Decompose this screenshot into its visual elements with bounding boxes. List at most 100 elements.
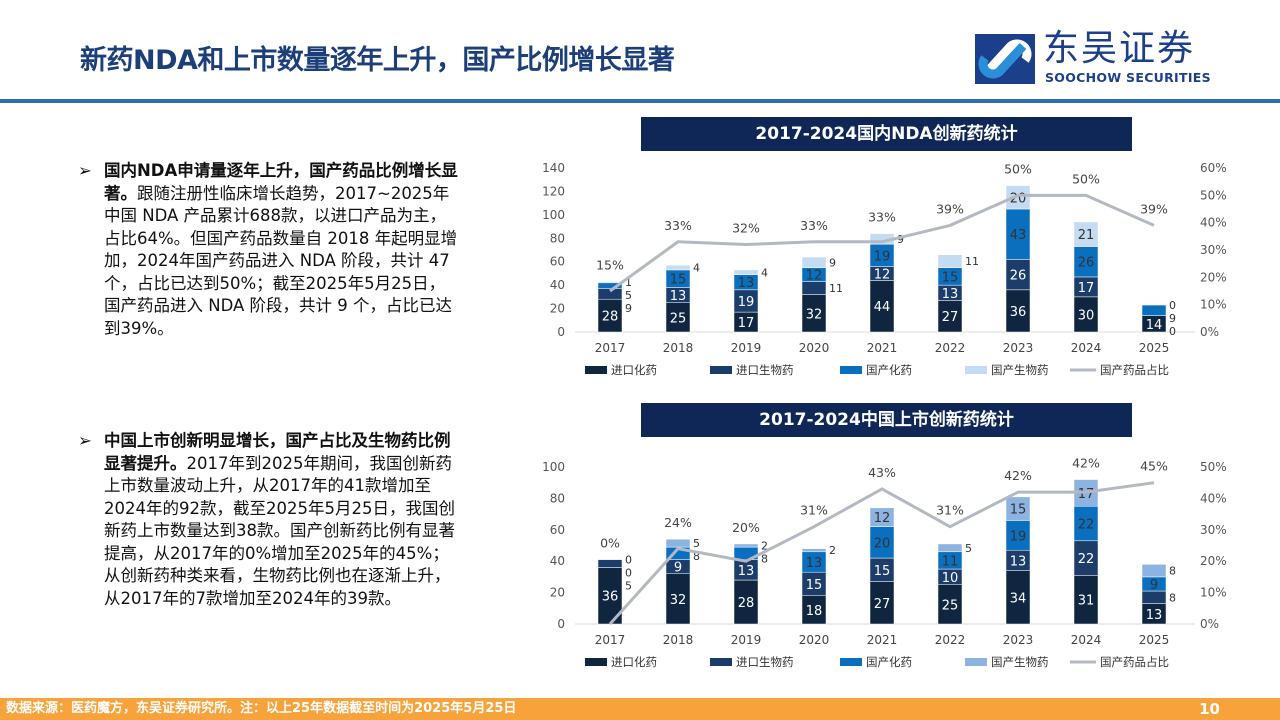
- x-tick-label: 2023: [1003, 633, 1034, 647]
- legend-label: 进口化药: [611, 363, 657, 377]
- bar-segment: [1073, 540, 1099, 576]
- y2-tick-label: 30%: [1200, 523, 1227, 537]
- x-tick-label: 2024: [1071, 341, 1102, 355]
- legend-label: 国产药品占比: [1100, 655, 1169, 669]
- bar-value-label: 21: [1078, 228, 1095, 243]
- legend-label: 进口化药: [611, 655, 657, 669]
- bar-segment: [733, 579, 759, 625]
- bar-value-label: 11: [965, 255, 979, 268]
- bar-value-label: 0: [1169, 299, 1176, 312]
- bar-value-label: 9: [829, 256, 836, 269]
- header-divider: [0, 99, 1280, 103]
- legend-label: 进口生物药: [736, 363, 794, 377]
- bar-value-label: 5: [965, 542, 972, 555]
- company-logo: 东吴证券 SOOCHOW SECURITIES: [975, 30, 1211, 86]
- bar-value-label: 12: [806, 269, 823, 284]
- x-tick-label: 2024: [1071, 633, 1102, 647]
- bar-value-label: 15: [806, 578, 823, 593]
- y2-tick-label: 40%: [1200, 491, 1227, 505]
- line-value-label: 45%: [1140, 459, 1168, 474]
- bar-value-label: 8: [693, 550, 700, 563]
- arrow-bullet-icon: ➢: [78, 431, 92, 450]
- bar-value-label: 19: [738, 295, 755, 310]
- bar-value-label: 9: [897, 233, 904, 246]
- x-tick-label: 2018: [663, 341, 694, 355]
- bar-value-label: 36: [1010, 305, 1027, 320]
- bar-value-label: 15: [874, 564, 891, 579]
- line-value-label: 31%: [800, 503, 828, 518]
- page-title: 新药NDA和上市数量逐年上升，国产比例增长显著: [80, 45, 675, 76]
- line-value-label: 42%: [1072, 456, 1100, 471]
- x-tick-label: 2022: [935, 341, 966, 355]
- bar-segment: [1005, 259, 1031, 291]
- line-value-label: 50%: [1072, 171, 1100, 186]
- line-value-label: 31%: [936, 503, 964, 518]
- y2-tick-label: 0%: [1200, 617, 1219, 631]
- page-number: 10: [1199, 700, 1220, 718]
- x-tick-label: 2021: [867, 633, 898, 647]
- bar-value-label: 9: [625, 302, 632, 315]
- line-value-label: 42%: [1004, 468, 1032, 483]
- bar-value-label: 15: [670, 273, 687, 288]
- bar-value-label: 26: [1078, 256, 1095, 271]
- bar-segment: [1073, 246, 1099, 278]
- x-tick-label: 2020: [799, 633, 830, 647]
- bar-segment: [597, 281, 623, 284]
- bar-segment: [665, 302, 691, 333]
- x-tick-label: 2017: [595, 633, 626, 647]
- bullet-text: 跟随注册性临床增长趋势，2017~2025年中国 NDA 产品累计688款，以进…: [104, 183, 458, 338]
- legend-label: 国产化药: [866, 655, 912, 669]
- bar-value-label: 32: [670, 593, 687, 608]
- bar-value-label: 13: [738, 564, 755, 579]
- y-tick-label: 140: [542, 161, 565, 175]
- bar-segment: [1005, 185, 1031, 210]
- legend-label: 国产化药: [866, 363, 912, 377]
- x-tick-label: 2021: [867, 341, 898, 355]
- line-value-label: 33%: [800, 218, 828, 233]
- bar-segment: [665, 264, 691, 271]
- bar-segment: [937, 543, 963, 553]
- bar-value-label: 43: [1010, 228, 1027, 243]
- y-tick-label: 120: [542, 184, 565, 198]
- bar-segment: [1073, 221, 1099, 247]
- y2-tick-label: 50%: [1200, 188, 1227, 202]
- bar-value-label: 25: [942, 598, 959, 613]
- arrow-bullet-icon: ➢: [78, 161, 92, 180]
- bar-segment: [1005, 289, 1031, 333]
- y-tick-label: 80: [550, 231, 565, 245]
- y-tick-label: 20: [550, 586, 565, 600]
- line-value-label: 20%: [732, 520, 760, 535]
- y-tick-label: 60: [550, 255, 565, 269]
- y2-tick-label: 10%: [1200, 586, 1227, 600]
- bar-value-label: 13: [1146, 608, 1163, 623]
- bar-segment: [1141, 304, 1167, 316]
- x-tick-label: 2025: [1139, 633, 1170, 647]
- bar-value-label: 9: [1150, 578, 1158, 593]
- legend-label: 国产生物药: [991, 363, 1049, 377]
- line-value-label: 33%: [868, 210, 896, 225]
- bar-value-label: 17: [738, 316, 755, 331]
- bar-value-label: 18: [806, 604, 823, 619]
- chart-launch: 0204060801000%10%20%30%40%50%36005201732…: [542, 456, 1227, 669]
- x-tick-label: 2020: [799, 341, 830, 355]
- bar-segment: [1073, 296, 1099, 333]
- line-value-label: 50%: [1004, 162, 1032, 177]
- x-tick-label: 2025: [1139, 341, 1170, 355]
- bar-segment: [937, 584, 963, 625]
- x-tick-label: 2017: [595, 341, 626, 355]
- bar-segment: [869, 581, 895, 625]
- bar-value-label: 11: [942, 554, 959, 569]
- legend-label: 进口生物药: [736, 655, 794, 669]
- y-tick-label: 20: [550, 302, 565, 316]
- bullet-heading: 国内NDA申请量逐年上升，国产药品比例增长显著。: [104, 161, 458, 203]
- bar-value-label: 0: [625, 567, 632, 580]
- line-value-label: 15%: [596, 258, 624, 273]
- bar-segment: [733, 543, 759, 548]
- bar-value-label: 19: [874, 249, 891, 264]
- bar-value-label: 0: [625, 554, 632, 567]
- bar-segment: [1073, 506, 1099, 542]
- bar-segment: [665, 573, 691, 625]
- legend-swatch: [965, 658, 987, 666]
- bar-value-label: 17: [1078, 487, 1095, 502]
- bar-value-label: 13: [806, 556, 823, 571]
